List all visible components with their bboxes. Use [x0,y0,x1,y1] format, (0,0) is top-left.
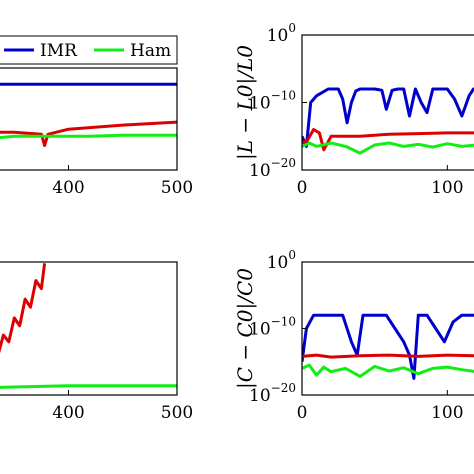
series-line-ham-top-left [0,133,177,140]
x-tick-label: 500 [161,403,193,423]
y-axis-label: |C − C0|/C0 [233,268,258,389]
y-tick-label: 10−10 [249,89,296,114]
y-tick-label: 100 [267,21,296,46]
x-tick-label: 100 [431,403,463,423]
series-line-red-bottom-left [0,263,47,354]
series-line-red-bottom-right [302,353,474,359]
x-tick-label: 0 [297,403,308,423]
series-line-ham-top-right [302,141,474,155]
axes-frame-bottom-left [0,261,178,396]
y-axis-label: |L − L0|/L0 [233,45,258,160]
legend: IMR Ham [0,35,178,65]
x-tick-label: 0 [297,178,308,198]
legend-label-imr: IMR [40,41,78,61]
panel-bottom-right: 0 100 100 10−10 10−20|C − C0|/C0 [233,248,474,423]
x-tick-label: 400 [52,178,84,198]
series-line-imr-top-right [302,87,474,148]
x-tick-label: 100 [431,178,463,198]
panel-top-left: 0400500IMRHam [0,35,193,198]
series-line-ham-bottom-left [0,384,177,389]
y-tick-label: 10−10 [249,315,296,340]
axes-frame-bottom-right [301,261,474,396]
series-line-red-top-right [302,128,474,152]
series-line-ham-bottom-right [302,363,474,378]
x-tick-label: 500 [161,178,193,198]
legend-label-ham: Ham [130,41,171,61]
x-tick-label: 400 [52,403,84,423]
panel-top-right: 0 100 100 10−10 10−20|L − L0|/L0 [233,21,474,198]
y-tick-label: 10−20 [249,381,296,406]
y-tick-label: 100 [267,248,296,273]
series-line-red-top-left [0,120,177,147]
series-line-imr-bottom-right [302,313,474,380]
y-tick-label: 10−20 [249,156,296,181]
